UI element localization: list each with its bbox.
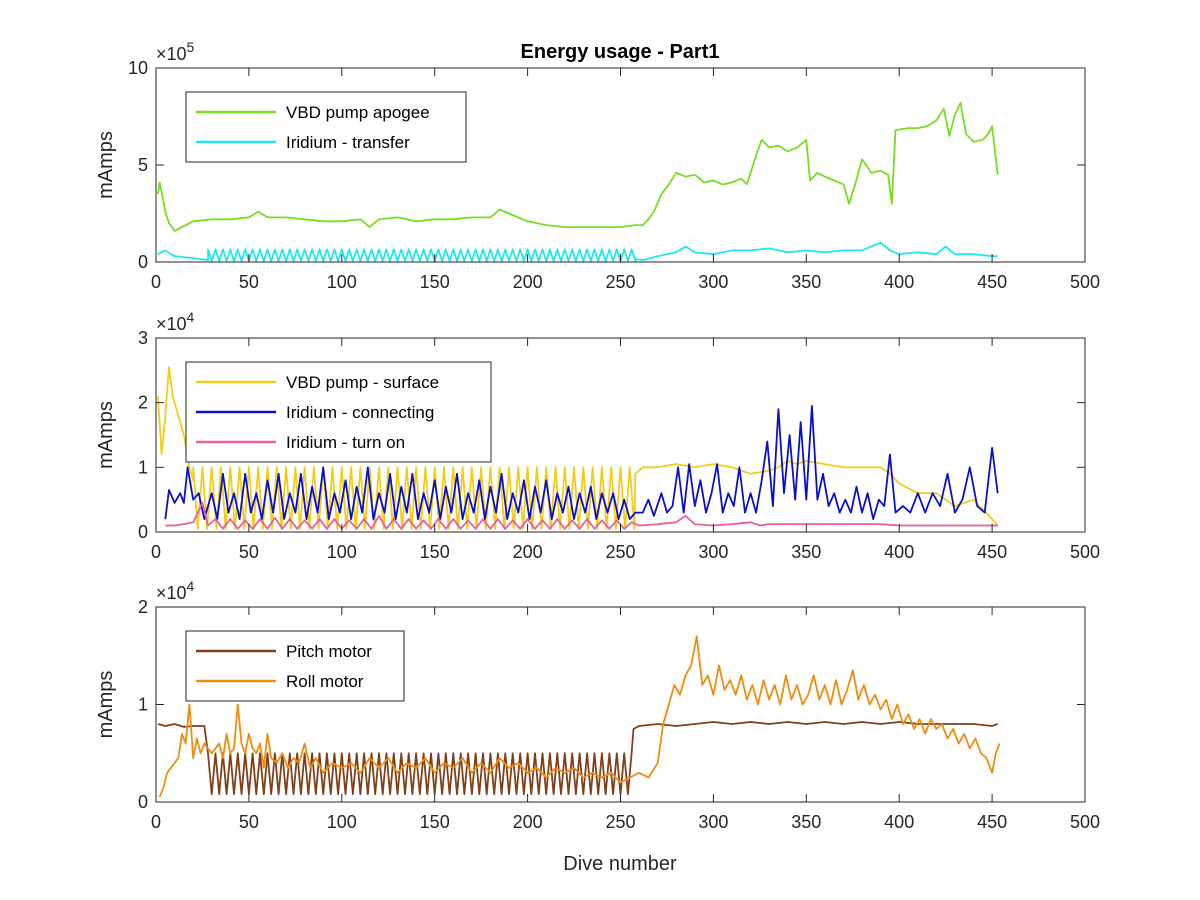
legend-entry: Iridium - connecting	[286, 403, 434, 422]
x-tick-label: 450	[977, 542, 1007, 562]
series-line-2	[165, 502, 998, 530]
legend-entry: Iridium - turn on	[286, 433, 405, 452]
legend: VBD pump - surface Iridium - connecting Ir…	[185, 361, 492, 463]
x-tick-label: 50	[239, 542, 259, 562]
x-tick-label: 200	[513, 272, 543, 292]
series-line-1	[157, 241, 998, 262]
x-tick-label: 50	[239, 812, 259, 832]
legend-entry: Roll motor	[286, 672, 364, 691]
x-tick-label: 50	[239, 272, 259, 292]
x-tick-label: 100	[327, 812, 357, 832]
y-tick-label: 2	[138, 393, 148, 413]
x-tick-label: 250	[605, 542, 635, 562]
x-tick-label: 150	[420, 812, 450, 832]
x-tick-label: 0	[151, 272, 161, 292]
x-tick-label: 350	[791, 272, 821, 292]
figure-title: Energy usage - Part1	[521, 41, 720, 63]
x-tick-label: 350	[791, 812, 821, 832]
x-tick-label: 300	[698, 272, 728, 292]
x-axis-label: Dive number	[563, 853, 677, 875]
legend-entry: VBD pump apogee	[286, 103, 430, 122]
x-tick-label: 400	[884, 272, 914, 292]
panel-vbd-surface: 0 50 100 150 200 250 300 350 400 450 500 0 1 2 3 ×104 mA…	[95, 309, 1100, 562]
x-tick-label: 250	[605, 272, 635, 292]
x-tick-label: 500	[1070, 812, 1100, 832]
y-tick-label: 3	[138, 328, 148, 348]
y-tick-label: 1	[138, 457, 148, 477]
x-tick-label: 200	[513, 812, 543, 832]
series-line-0	[157, 721, 999, 796]
x-tick-label: 400	[884, 542, 914, 562]
series-line-1	[158, 635, 1001, 798]
y-exponent-label: ×104	[156, 578, 195, 603]
y-tick-label: 1	[138, 695, 148, 715]
y-axis-label: mAmps	[95, 401, 117, 469]
y-tick-label: 2	[138, 597, 148, 617]
x-tick-label: 100	[327, 272, 357, 292]
panel-motors: 0 50 100 150 200 250 300 350 400 450 500 0 1 2 ×104 mAm…	[95, 578, 1100, 832]
x-tick-label: 0	[151, 812, 161, 832]
legend-entry: VBD pump - surface	[286, 373, 439, 392]
x-tick-label: 150	[420, 542, 450, 562]
legend-entry: Iridium - transfer	[286, 133, 410, 152]
x-tick-label: 100	[327, 542, 357, 562]
x-tick-label: 450	[977, 272, 1007, 292]
legend-box	[185, 630, 405, 702]
legend: Pitch motor Roll motor	[185, 630, 405, 702]
y-axis-label: mAmps	[95, 131, 117, 199]
x-tick-label: 300	[698, 542, 728, 562]
legend-box	[185, 91, 467, 163]
x-tick-label: 0	[151, 542, 161, 562]
y-axis-label: mAmps	[95, 671, 117, 739]
y-tick-label: 10	[128, 58, 148, 78]
y-tick-label: 5	[138, 155, 148, 175]
x-tick-label: 400	[884, 812, 914, 832]
y-tick-label: 0	[138, 252, 148, 272]
y-exponent-label: ×104	[156, 309, 195, 334]
x-tick-label: 500	[1070, 272, 1100, 292]
y-tick-label: 0	[138, 522, 148, 542]
x-tick-label: 200	[513, 542, 543, 562]
y-exponent-label: ×105	[156, 39, 195, 64]
y-tick-label: 0	[138, 792, 148, 812]
x-tick-label: 450	[977, 812, 1007, 832]
panel-vbd-apogee: 0 50 100 150 200 250 300 350 400 450 500 0 5 10 ×105 mA…	[95, 39, 1100, 292]
series-line-1	[164, 405, 999, 520]
series-line-0	[157, 366, 999, 530]
x-tick-label: 300	[698, 812, 728, 832]
x-tick-label: 250	[605, 812, 635, 832]
series-line-0	[157, 102, 999, 232]
legend-entry: Pitch motor	[286, 642, 372, 661]
legend: VBD pump apogee Iridium - transfer	[185, 91, 467, 163]
x-tick-label: 350	[791, 542, 821, 562]
x-tick-label: 500	[1070, 542, 1100, 562]
x-tick-label: 150	[420, 272, 450, 292]
